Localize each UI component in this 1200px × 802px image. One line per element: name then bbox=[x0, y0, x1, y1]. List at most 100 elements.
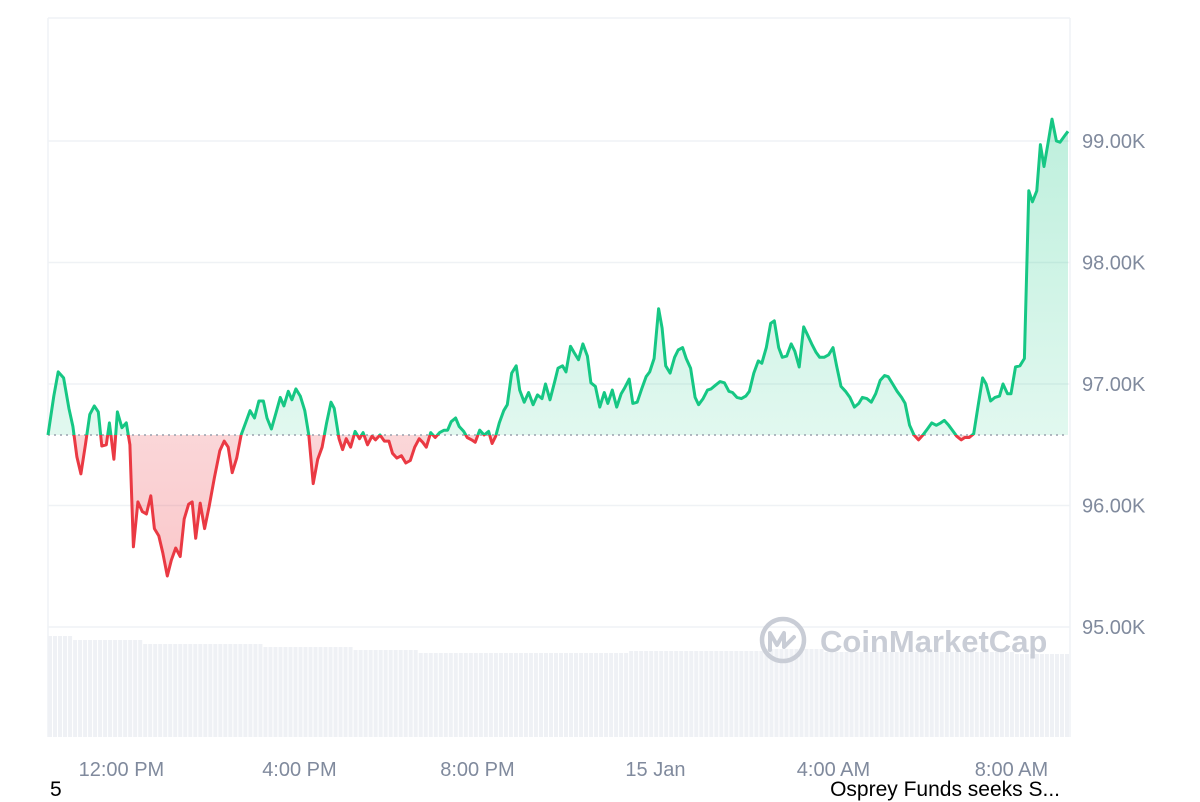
volume-bar bbox=[784, 649, 789, 737]
volume-bar bbox=[478, 653, 483, 737]
volume-bar bbox=[874, 652, 879, 737]
volume-bar bbox=[458, 653, 463, 737]
series-line-up bbox=[46, 117, 1070, 436]
volume-bar bbox=[398, 650, 403, 737]
volume-bar bbox=[719, 651, 724, 737]
volume-bar bbox=[929, 652, 934, 737]
volume-bar bbox=[599, 653, 604, 737]
volume-bar bbox=[183, 644, 188, 737]
volume-bar bbox=[483, 653, 488, 737]
volume-bar bbox=[889, 652, 894, 737]
volume-bar bbox=[1054, 654, 1059, 737]
volume-bar bbox=[323, 647, 328, 737]
volume-bar bbox=[158, 644, 163, 737]
volume-bar bbox=[999, 652, 1004, 737]
volume-bar bbox=[53, 636, 58, 737]
volume-bar bbox=[694, 651, 699, 737]
volume-bar bbox=[914, 652, 919, 737]
volume-bar bbox=[413, 650, 418, 737]
volume-bar bbox=[318, 647, 323, 737]
volume-bar bbox=[213, 644, 218, 737]
volume-bar bbox=[799, 649, 804, 737]
volume-bar bbox=[498, 653, 503, 737]
volume-bar bbox=[428, 653, 433, 737]
x-axis: 12:00 PM 4:00 PM 8:00 PM 15 Jan 4:00 AM 8:00 … bbox=[79, 759, 1049, 781]
volume-bar bbox=[463, 653, 468, 737]
volume-bar bbox=[198, 644, 203, 737]
volume-bar bbox=[794, 649, 799, 737]
volume-bar bbox=[298, 647, 303, 737]
volume-bar bbox=[263, 647, 268, 737]
volume-bar bbox=[283, 647, 288, 737]
volume-bar bbox=[223, 644, 228, 737]
volume-bar bbox=[764, 649, 769, 737]
volume-bar bbox=[659, 651, 664, 737]
volume-bar bbox=[363, 650, 368, 737]
volume-bar bbox=[453, 653, 458, 737]
volume-bar bbox=[448, 653, 453, 737]
volume-bar bbox=[253, 644, 258, 737]
x-tick-label: 4:00 PM bbox=[262, 759, 336, 781]
volume-bar bbox=[528, 653, 533, 737]
volume-bar bbox=[689, 651, 694, 737]
volume-bar bbox=[559, 653, 564, 737]
y-axis: 95.00K 96.00K 97.00K 98.00K 99.00K bbox=[1082, 131, 1146, 639]
volume-bar bbox=[739, 651, 744, 737]
y-tick-label: 96.00K bbox=[1082, 496, 1146, 518]
volume-bar bbox=[579, 653, 584, 737]
volume-bar bbox=[388, 650, 393, 737]
volume-bar bbox=[208, 644, 213, 737]
volume-bar bbox=[173, 644, 178, 737]
watermark-text: CoinMarketCap bbox=[820, 624, 1047, 659]
volume-bar bbox=[78, 640, 83, 737]
volume-bar bbox=[193, 644, 198, 737]
volume-bar bbox=[879, 652, 884, 737]
volume-bar bbox=[974, 652, 979, 737]
volume-bar bbox=[98, 640, 103, 737]
volume-bar bbox=[243, 644, 248, 737]
volume-bar bbox=[163, 644, 168, 737]
volume-bar bbox=[228, 644, 233, 737]
volume-bar bbox=[548, 653, 553, 737]
volume-bar bbox=[188, 644, 193, 737]
volume-bar bbox=[58, 636, 63, 737]
volume-bar bbox=[809, 649, 814, 737]
footer-left-text: 5 bbox=[50, 778, 62, 801]
coinmarketcap-watermark: CoinMarketCap bbox=[759, 616, 1047, 664]
volume-bar bbox=[293, 647, 298, 737]
volume-bar bbox=[699, 651, 704, 737]
x-tick-label: 15 Jan bbox=[625, 759, 685, 781]
volume-bar bbox=[308, 647, 313, 737]
volume-bar bbox=[829, 652, 834, 737]
volume-bar bbox=[769, 649, 774, 737]
volume-bar bbox=[1064, 654, 1069, 737]
volume-bar bbox=[944, 652, 949, 737]
volume-bar bbox=[493, 653, 498, 737]
volume-bar bbox=[393, 650, 398, 737]
series-line-down bbox=[48, 435, 975, 578]
volume-bar bbox=[864, 652, 869, 737]
news-headline-link[interactable]: Osprey Funds seeks S... bbox=[830, 778, 1060, 801]
volume-bar bbox=[959, 652, 964, 737]
area-below-baseline bbox=[74, 435, 973, 576]
x-tick-label: 4:00 AM bbox=[797, 759, 870, 781]
volume-bar bbox=[969, 652, 974, 737]
volume-bar bbox=[814, 649, 819, 737]
volume-bar bbox=[734, 651, 739, 737]
volume-bar bbox=[869, 652, 874, 737]
volume-bar bbox=[423, 653, 428, 737]
volume-bar bbox=[83, 640, 88, 737]
volume-bar bbox=[979, 652, 984, 737]
volume-bar bbox=[854, 652, 859, 737]
y-tick-label: 99.00K bbox=[1082, 131, 1146, 153]
volume-bar bbox=[233, 644, 238, 737]
volume-bar bbox=[438, 653, 443, 737]
volume-bar bbox=[594, 653, 599, 737]
volume-bar bbox=[964, 652, 969, 737]
y-tick-label: 95.00K bbox=[1082, 617, 1146, 639]
volume-bar bbox=[333, 647, 338, 737]
volume-bar bbox=[674, 651, 679, 737]
volume-bar bbox=[328, 647, 333, 737]
volume-bar bbox=[664, 651, 669, 737]
volume-bar bbox=[248, 644, 253, 737]
